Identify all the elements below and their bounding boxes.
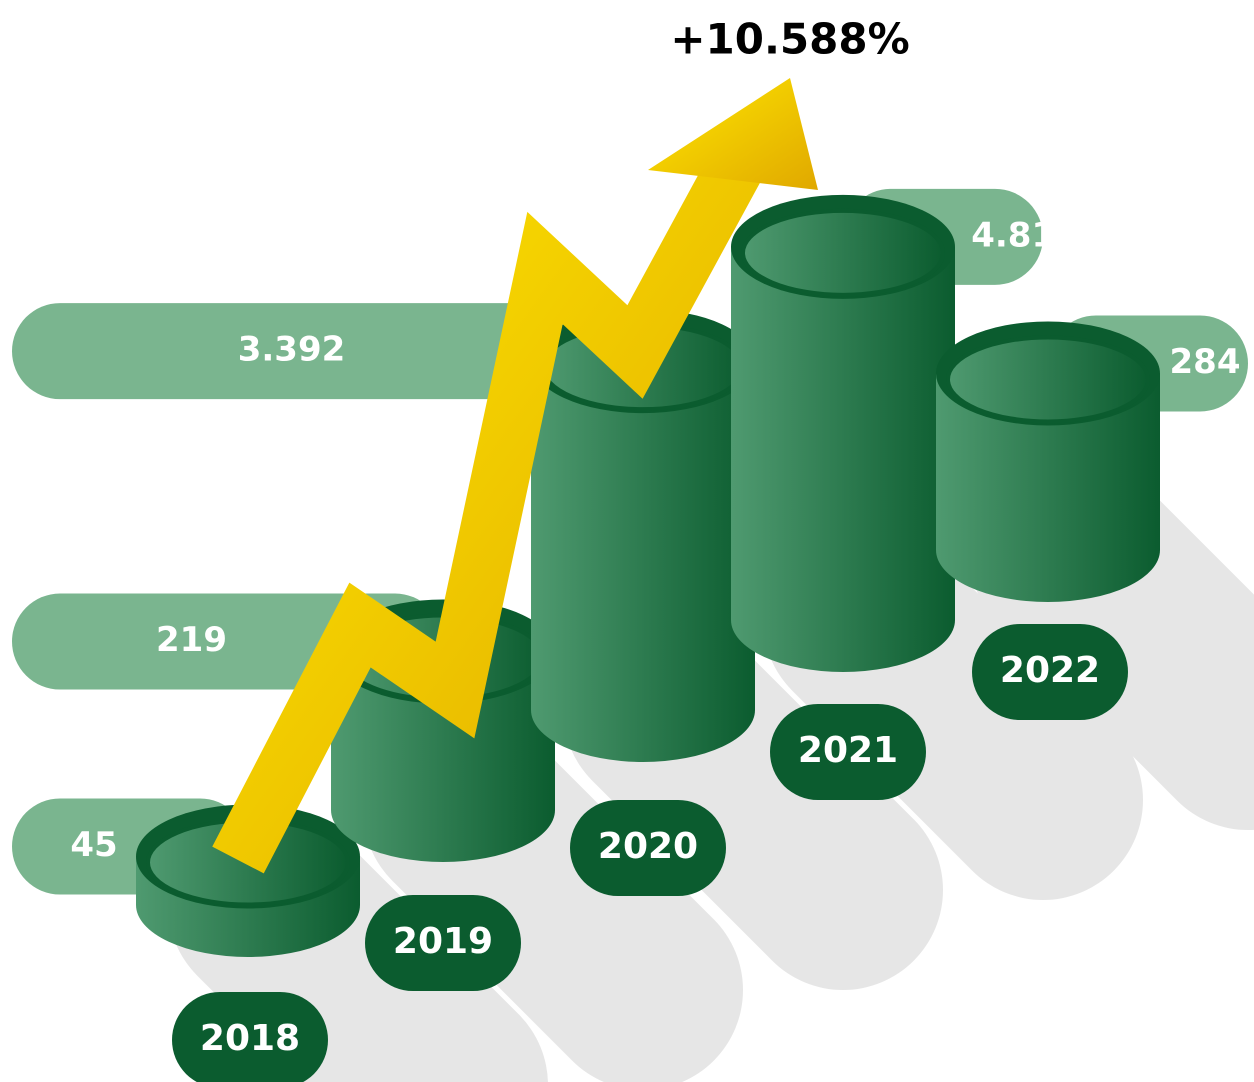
year-label: 2022 [1000,650,1100,691]
growth-annotation: +10.588% [670,15,909,64]
value-label: 45 [70,825,117,865]
value-label: 284 [1170,342,1241,382]
cylinder-body [731,247,955,672]
cylinder-top-inner [743,211,943,295]
cylinder-top-inner [948,337,1148,421]
value-label: 4.810 [971,215,1079,255]
year-label: 2019 [393,921,493,962]
cylinder-body [531,361,755,762]
chart: 452193.3924.810284 20182019202020212022 … [0,0,1254,1082]
year-label: 2018 [200,1018,300,1059]
year-label: 2021 [798,730,898,771]
year-label: 2020 [598,826,698,867]
value-label: 219 [156,620,227,660]
value-label: 3.392 [238,330,346,370]
